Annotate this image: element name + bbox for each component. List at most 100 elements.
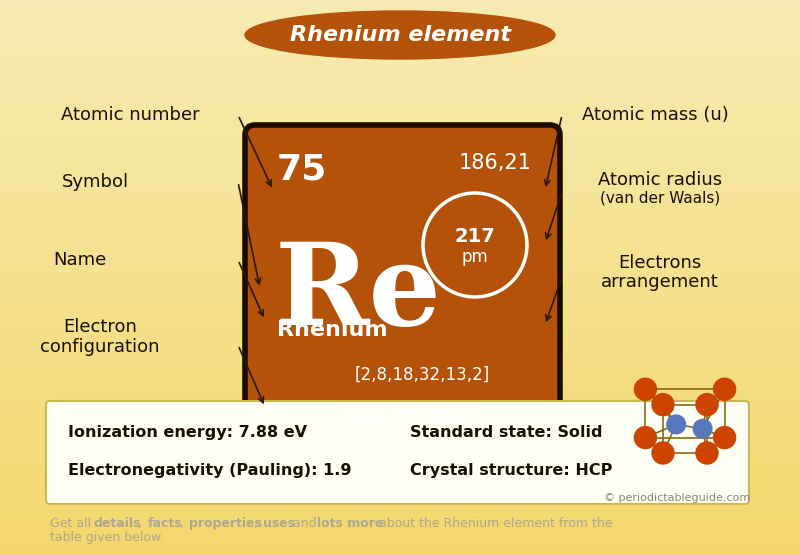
Bar [0,541,800,544]
Bar [0,144,800,147]
Bar [0,222,800,225]
Bar [0,203,800,205]
Bar [0,341,800,344]
Bar [0,39,800,42]
Bar [0,375,800,377]
Bar [0,444,800,447]
Bar [0,53,800,56]
Text: Atomic radius: Atomic radius [598,171,722,189]
Bar [0,103,800,105]
Bar [0,158,800,161]
Bar [0,230,800,233]
Bar [0,105,800,108]
Bar [0,549,800,552]
Ellipse shape [634,378,656,400]
Bar [0,286,800,289]
Text: Electrons: Electrons [618,254,702,272]
Ellipse shape [245,11,555,59]
Bar [0,441,800,444]
Bar [0,130,800,133]
Bar [0,300,800,302]
Text: Electronegativity (Pauling): 1.9: Electronegativity (Pauling): 1.9 [68,463,351,478]
Bar [0,408,800,411]
Bar [0,17,800,19]
Bar [0,552,800,555]
Bar [0,89,800,92]
Bar [0,205,800,208]
Bar [0,75,800,78]
Bar [0,366,800,369]
Bar [0,108,800,111]
Bar [0,388,800,391]
Bar [0,236,800,239]
Bar [0,178,800,180]
Bar [0,36,800,39]
Bar [0,322,800,325]
Bar [0,139,800,142]
Text: 217: 217 [454,228,495,246]
Bar [0,352,800,355]
Bar [0,155,800,158]
Bar [0,92,800,94]
Bar [0,491,800,494]
Bar [0,258,800,261]
Bar [0,125,800,128]
Bar [0,302,800,305]
Bar [0,422,800,425]
Bar [0,475,800,477]
Bar [0,233,800,236]
Bar [0,239,800,241]
Ellipse shape [696,393,718,416]
Bar [0,364,800,366]
Bar [0,19,800,22]
Ellipse shape [714,378,736,400]
Bar [0,216,800,219]
Bar [0,58,800,61]
Ellipse shape [696,442,718,464]
Bar [0,169,800,172]
Bar [0,200,800,203]
Text: Atomic mass (u): Atomic mass (u) [582,106,728,124]
Bar [0,80,800,83]
Bar [0,500,800,502]
Bar [0,386,800,388]
Bar [0,538,800,541]
Bar [0,228,800,230]
Bar [0,325,800,327]
Text: ,: , [138,517,146,530]
Bar [0,416,800,419]
Text: facts: facts [147,517,182,530]
Bar [0,347,800,350]
Bar [0,31,800,33]
Bar [0,272,800,275]
Bar [0,344,800,347]
Bar [0,394,800,397]
Bar [0,191,800,194]
Bar [0,264,800,266]
Bar [0,25,800,28]
Bar [0,97,800,100]
Bar [0,78,800,80]
Ellipse shape [652,442,674,464]
Text: Standard state: Solid: Standard state: Solid [410,425,602,440]
Bar [0,22,800,25]
Bar [0,180,800,183]
FancyBboxPatch shape [245,125,560,475]
Bar [0,164,800,166]
Bar [0,405,800,408]
Bar [0,455,800,458]
Bar [0,14,800,17]
Bar [0,119,800,122]
Bar [0,247,800,250]
Bar [0,497,800,500]
Bar [0,0,800,3]
Bar [0,463,800,466]
Bar [0,42,800,44]
Bar [0,133,800,136]
Bar [0,513,800,516]
Bar [0,122,800,125]
Bar [0,452,800,455]
Text: Re: Re [275,238,442,349]
Bar [0,511,800,513]
Text: Crystal structure: HCP: Crystal structure: HCP [410,463,612,478]
